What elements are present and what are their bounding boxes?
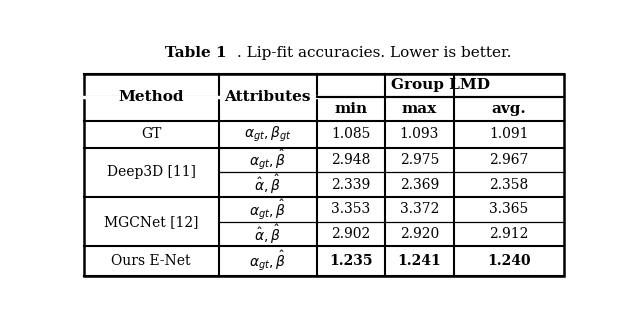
Text: 3.372: 3.372 — [399, 202, 439, 216]
Text: 2.948: 2.948 — [331, 153, 370, 167]
Text: 2.967: 2.967 — [489, 153, 528, 167]
Text: Ours E-Net: Ours E-Net — [111, 254, 191, 268]
Bar — [84, 74, 564, 276]
Text: 3.353: 3.353 — [331, 202, 370, 216]
Text: GT: GT — [141, 127, 161, 141]
Text: $\alpha_{gt}, \beta_{gt}$: $\alpha_{gt}, \beta_{gt}$ — [244, 125, 291, 144]
Text: 1.235: 1.235 — [329, 254, 373, 268]
Text: 2.975: 2.975 — [399, 153, 439, 167]
Text: $\alpha_{gt}, \hat{\beta}$: $\alpha_{gt}, \hat{\beta}$ — [249, 148, 286, 172]
Text: 2.902: 2.902 — [331, 227, 370, 241]
Text: $\hat{\alpha}, \hat{\beta}$: $\hat{\alpha}, \hat{\beta}$ — [254, 222, 281, 245]
Text: 1.093: 1.093 — [399, 127, 439, 141]
Text: Attributes: Attributes — [224, 90, 311, 104]
Text: min: min — [334, 102, 367, 116]
Text: 1.085: 1.085 — [331, 127, 370, 141]
Text: 2.358: 2.358 — [489, 178, 528, 192]
Text: 2.912: 2.912 — [489, 227, 528, 241]
Text: max: max — [402, 102, 437, 116]
Text: Deep3D [11]: Deep3D [11] — [107, 165, 196, 179]
Text: $\hat{\alpha}, \hat{\beta}$: $\hat{\alpha}, \hat{\beta}$ — [254, 173, 281, 196]
Text: . Lip-fit accuracies. Lower is better.: . Lip-fit accuracies. Lower is better. — [237, 46, 511, 60]
Text: 1.240: 1.240 — [487, 254, 531, 268]
Text: 2.339: 2.339 — [331, 178, 370, 192]
Text: 2.369: 2.369 — [400, 178, 439, 192]
Text: 1.241: 1.241 — [398, 254, 441, 268]
Text: $\alpha_{gt}, \hat{\beta}$: $\alpha_{gt}, \hat{\beta}$ — [249, 249, 286, 273]
Text: Group LMD: Group LMD — [391, 79, 490, 93]
Text: 3.365: 3.365 — [489, 202, 528, 216]
Text: 1.091: 1.091 — [489, 127, 528, 141]
Text: Table 1: Table 1 — [165, 46, 226, 60]
Text: $\alpha_{gt}, \hat{\beta}$: $\alpha_{gt}, \hat{\beta}$ — [249, 197, 286, 222]
Text: 2.920: 2.920 — [400, 227, 439, 241]
Text: MGCNet [12]: MGCNet [12] — [104, 215, 198, 229]
Text: Method: Method — [118, 90, 184, 104]
Text: avg.: avg. — [492, 102, 526, 116]
